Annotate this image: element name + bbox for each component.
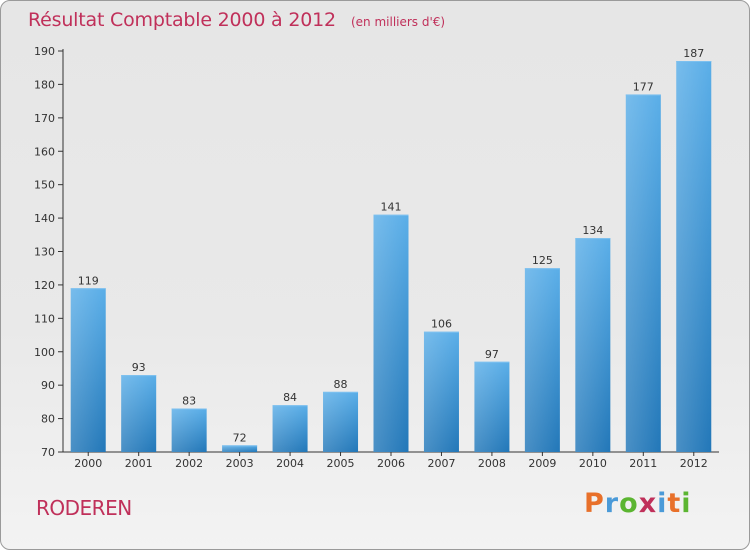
proxiti-logo: Proxiti [584, 488, 692, 519]
value-label-2008: 97 [485, 348, 499, 361]
commune-name: RODEREN [36, 496, 132, 520]
value-label-2006: 141 [381, 201, 402, 214]
value-label-2012: 187 [683, 47, 704, 60]
value-label-2000: 119 [78, 274, 99, 287]
logo-letter: i [657, 488, 668, 519]
x-tick-label-2005: 2005 [327, 457, 355, 470]
value-label-2004: 84 [283, 391, 297, 404]
bar-highlight-2002 [171, 408, 207, 452]
logo-letter: x [638, 488, 658, 519]
bar-highlight-2000 [70, 288, 106, 452]
y-tick-label: 150 [34, 179, 55, 192]
y-tick-label: 90 [41, 379, 55, 392]
value-label-2010: 134 [582, 224, 603, 237]
value-label-2001: 93 [132, 361, 146, 374]
bar-highlight-2009 [524, 268, 560, 452]
bar-highlight-2006 [373, 214, 409, 452]
bar-highlight-2004 [272, 405, 308, 452]
y-tick-label: 170 [34, 112, 55, 125]
x-tick-label-2001: 2001 [125, 457, 153, 470]
x-tick-label-2000: 2000 [74, 457, 102, 470]
bars-group: 119 93 83 72 84 88 141 106 97 125 134 177 187 [70, 47, 712, 453]
chart-title-block: Résultat Comptable 2000 à 2012 (en milli… [28, 9, 445, 31]
value-label-2002: 83 [182, 395, 196, 408]
y-tick-label: 70 [41, 446, 55, 459]
x-tick-label-2004: 2004 [276, 457, 304, 470]
bar-highlight-2008 [474, 361, 510, 452]
chart-subtitle: (en milliers d'€) [350, 15, 446, 29]
x-tick-label-2003: 2003 [226, 457, 254, 470]
x-tick-label-2012: 2012 [680, 457, 708, 470]
x-tick-label-2007: 2007 [427, 457, 455, 470]
y-tick-label: 160 [34, 145, 55, 158]
logo-letter: t [667, 488, 682, 519]
logo-letter: i [681, 488, 692, 519]
y-tick-label: 130 [34, 246, 55, 259]
chart-title: Résultat Comptable 2000 à 2012 [28, 9, 336, 31]
x-tick-label-2009: 2009 [528, 457, 556, 470]
y-tick-label: 80 [41, 413, 55, 426]
y-axis: 70 80 90 100 110 120 130 140 150 160 170 180 190 [34, 45, 64, 459]
value-label-2003: 72 [233, 431, 247, 444]
y-tick-label: 100 [34, 346, 55, 359]
x-tick-label-2010: 2010 [579, 457, 607, 470]
value-label-2009: 125 [532, 254, 553, 267]
bar-highlight-2001 [121, 375, 157, 452]
x-tick-label-2011: 2011 [629, 457, 657, 470]
logo-letter: r [604, 488, 620, 519]
bar-highlight-2003 [222, 445, 258, 452]
y-tick-label: 120 [34, 279, 55, 292]
x-tick-label-2002: 2002 [175, 457, 203, 470]
y-tick-label: 140 [34, 212, 55, 225]
bar-highlight-2005 [323, 391, 359, 452]
x-tick-label-2008: 2008 [478, 457, 506, 470]
y-tick-label: 110 [34, 312, 55, 325]
bar-highlight-2010 [575, 238, 611, 452]
x-tick-label-2006: 2006 [377, 457, 405, 470]
value-label-2011: 177 [633, 80, 654, 93]
logo-letter: o [619, 488, 639, 519]
value-label-2005: 88 [334, 378, 348, 391]
y-tick-label: 180 [34, 78, 55, 91]
logo-letter: P [584, 488, 605, 519]
x-axis: 2000 2001 2002 2003 2004 2005 2006 2007 2008 2009… [63, 451, 719, 470]
value-label-2007: 106 [431, 318, 452, 331]
bar-highlight-2011 [625, 94, 661, 453]
bar-highlight-2007 [423, 331, 459, 452]
y-tick-label: 190 [34, 45, 55, 58]
bar-highlight-2012 [676, 61, 712, 453]
